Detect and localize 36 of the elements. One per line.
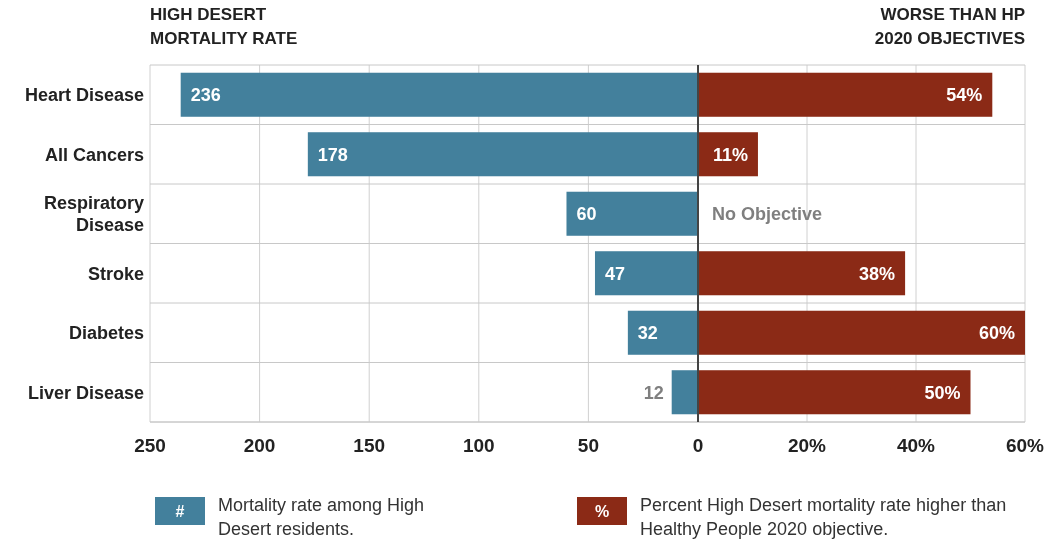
bar: [671, 370, 698, 415]
x-tick-label: 20%: [787, 435, 827, 456]
data-label: 60: [576, 204, 597, 225]
text: 60%: [978, 323, 1015, 344]
data-label: 178: [317, 144, 348, 165]
legend-label: Percent High Desert mortality rate higher than Healthy People 2020 objective.: [640, 495, 1007, 539]
data-label: 236: [190, 85, 221, 106]
bar: [566, 191, 698, 236]
text: No Objective: [712, 204, 823, 225]
y-tick-label: Liver Disease: [27, 382, 144, 403]
y-tick-label: Heart Disease: [24, 85, 144, 106]
text: 11%: [712, 144, 748, 165]
x-tick-label: 100: [462, 435, 495, 456]
x-tick-label: 0: [692, 435, 704, 456]
x-tick-label: 200: [243, 435, 276, 456]
y-tick-label: Diabetes: [68, 323, 144, 344]
x-tick-label: 60%: [1005, 435, 1045, 456]
x-tick-label: 150: [353, 435, 386, 456]
text: 54%: [946, 85, 983, 106]
legend-label: Mortality rate among High Desert residents.: [218, 495, 425, 539]
x-tick-label: 50: [577, 435, 599, 456]
text: #: [175, 502, 185, 520]
text: %: [594, 502, 610, 520]
data-label: 12: [643, 382, 664, 403]
chart-title: WORSE THAN HP 2020 OBJECTIVES: [874, 5, 1025, 48]
bar: [627, 310, 698, 355]
text: 50%: [924, 382, 961, 403]
y-tick-label: Stroke: [87, 263, 144, 284]
text: 38%: [859, 263, 896, 284]
data-label: 47: [604, 263, 626, 284]
x-tick-label: 250: [134, 435, 166, 456]
y-tick-label: Respiratory Disease: [43, 193, 144, 236]
chart-title: HIGH DESERT MORTALITY RATE: [150, 5, 298, 48]
x-tick-label: 40%: [896, 435, 936, 456]
data-label: 32: [637, 323, 658, 344]
y-tick-label: All Cancers: [44, 144, 144, 165]
